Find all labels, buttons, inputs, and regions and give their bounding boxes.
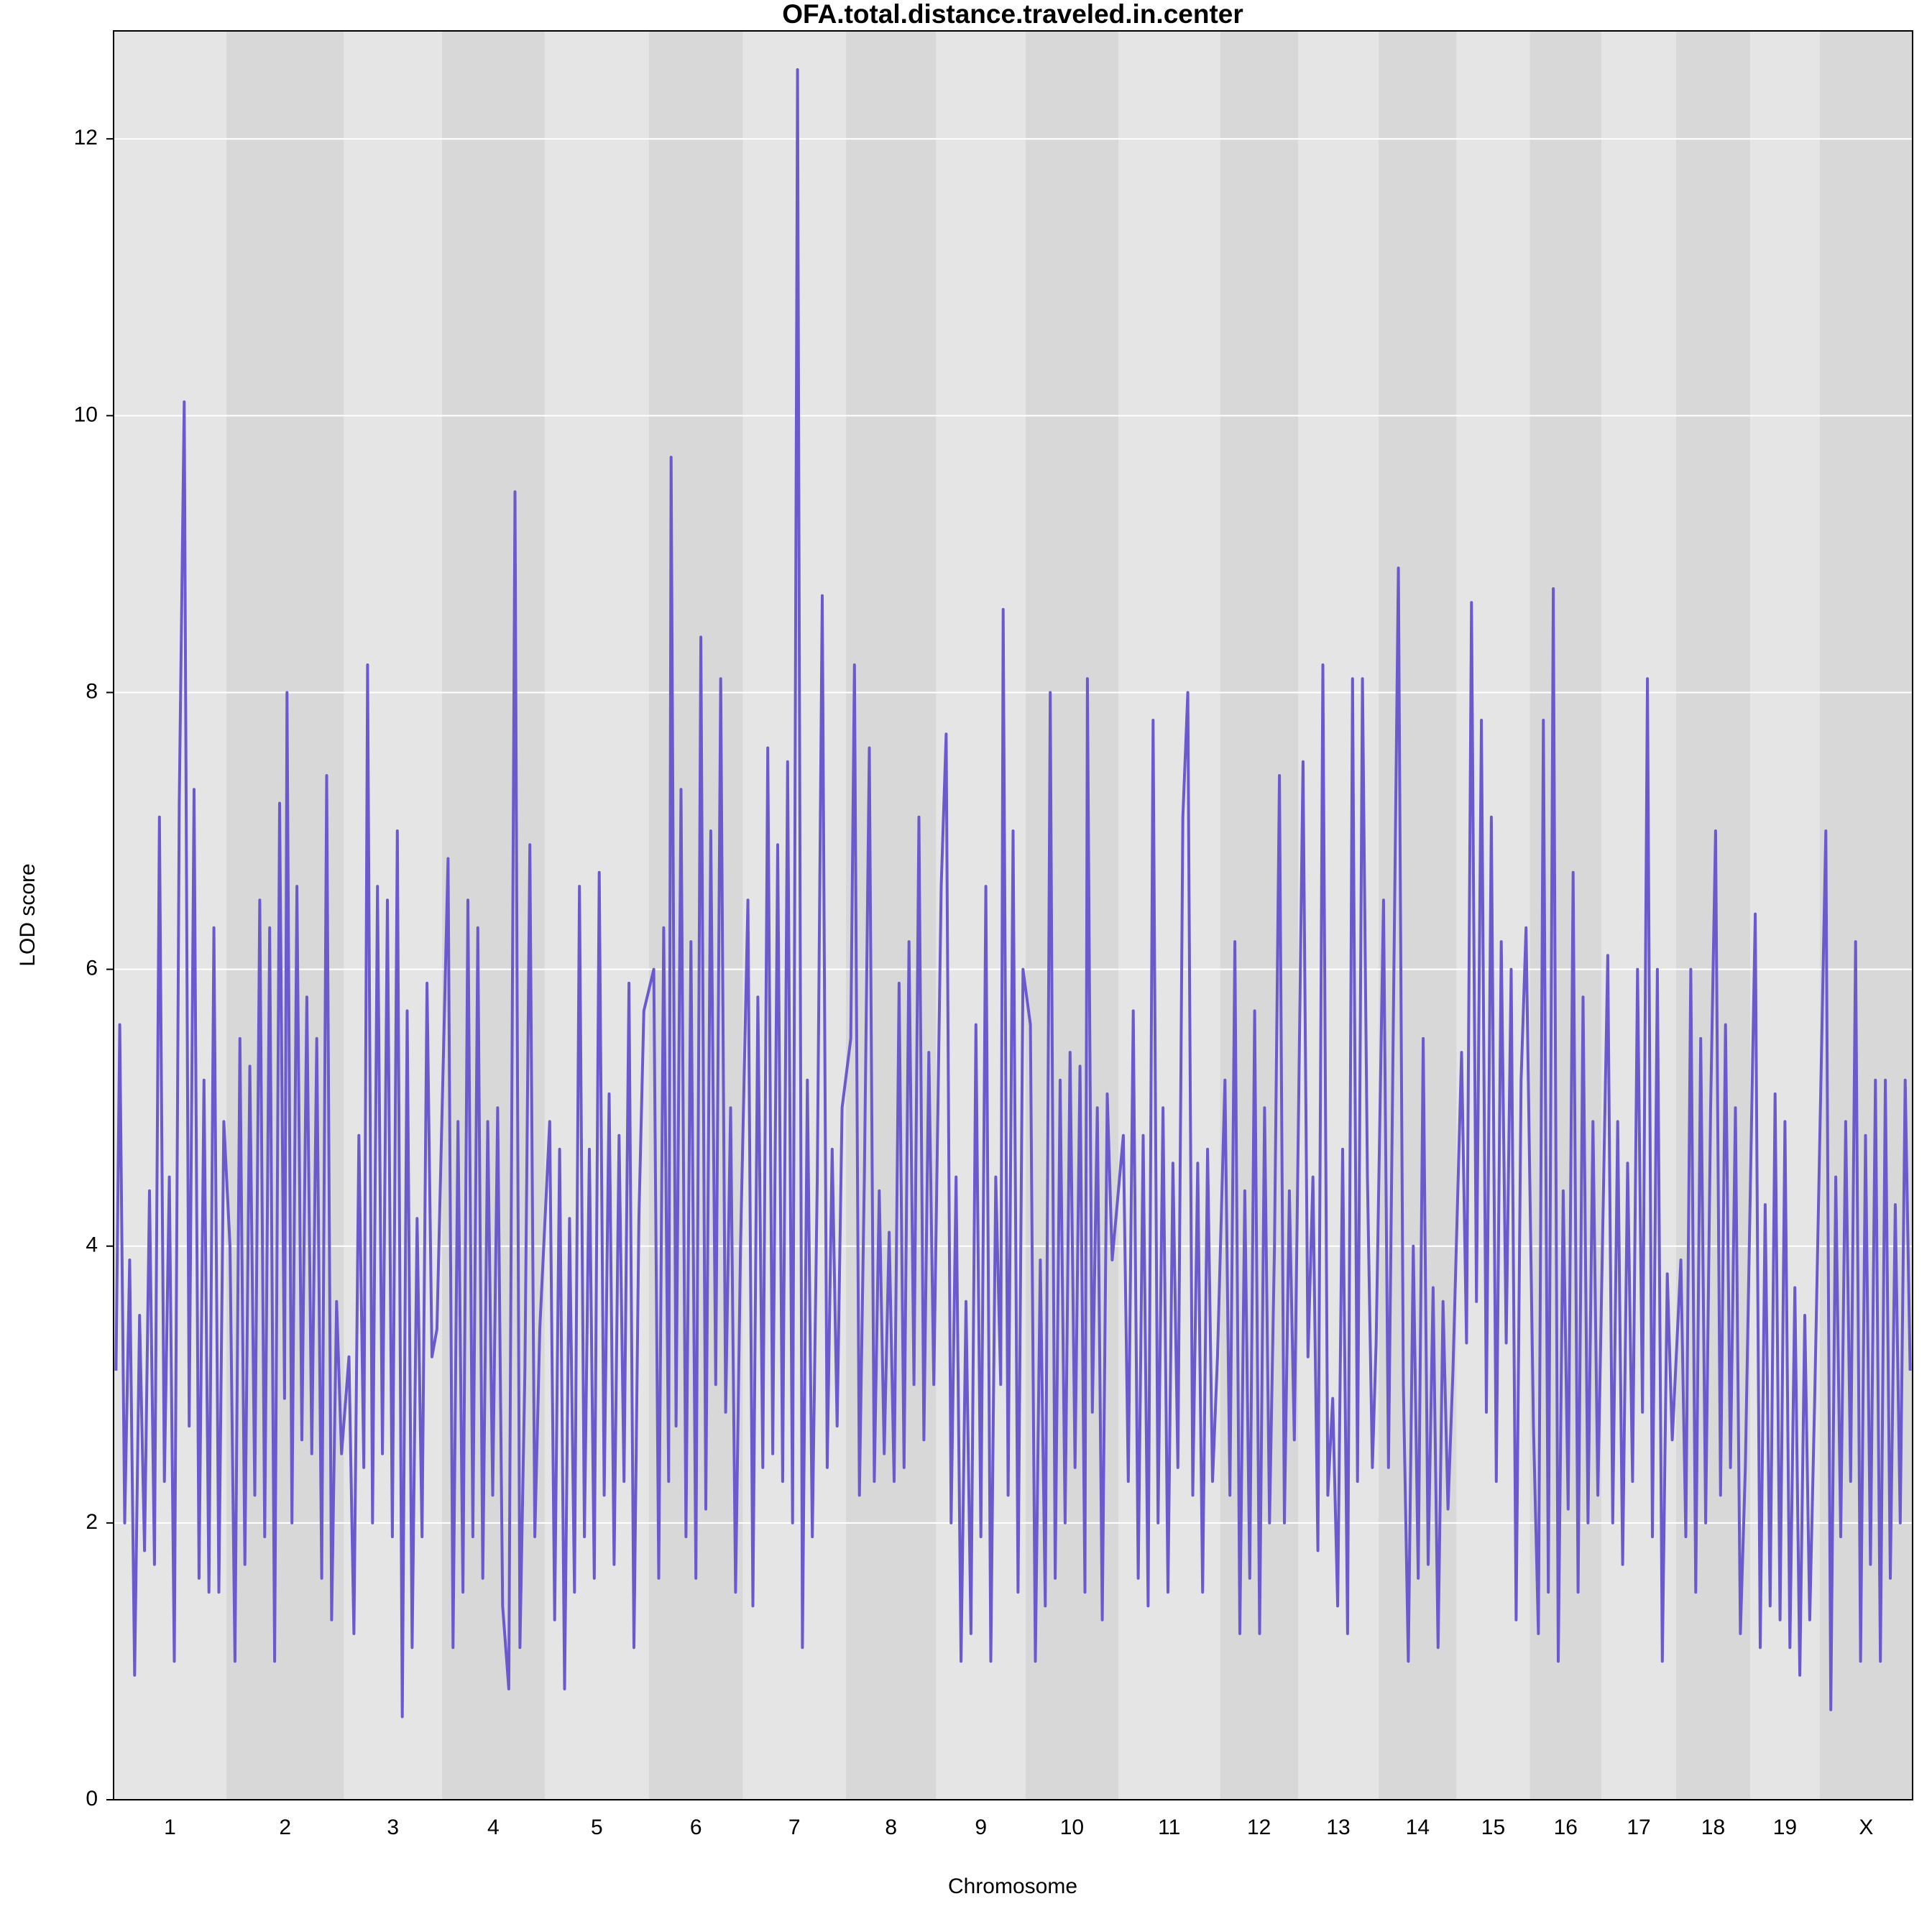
x-tick-label: X xyxy=(1859,1816,1873,1839)
x-tick-label: 4 xyxy=(487,1816,500,1839)
x-tick-label: 8 xyxy=(885,1816,897,1839)
x-tick-label: 16 xyxy=(1554,1816,1578,1839)
x-tick-label: 9 xyxy=(975,1816,987,1839)
y-tick-label: 6 xyxy=(86,957,98,980)
plot-frame xyxy=(113,30,1913,1800)
x-tick-label: 17 xyxy=(1627,1816,1650,1839)
x-axis-label: Chromosome xyxy=(948,1874,1077,1898)
x-tick-label: 7 xyxy=(788,1816,801,1839)
x-tick-label: 2 xyxy=(279,1816,291,1839)
x-tick-label: 10 xyxy=(1060,1816,1084,1839)
chart-title: OFA.total.distance.traveled.in.center xyxy=(782,0,1243,29)
chromosome-band xyxy=(441,31,545,1800)
y-tick-label: 8 xyxy=(86,679,98,703)
x-tick-label: 13 xyxy=(1326,1816,1350,1839)
lod-line xyxy=(114,68,1912,1719)
x-tick-label: 11 xyxy=(1158,1816,1180,1839)
x-tick-label: 19 xyxy=(1773,1816,1797,1839)
x-tick-label: 14 xyxy=(1406,1816,1430,1839)
y-tick-label: 10 xyxy=(74,402,98,426)
x-tick-label: 18 xyxy=(1701,1816,1725,1839)
x-tick-label: 12 xyxy=(1247,1816,1271,1839)
x-tick-label: 6 xyxy=(690,1816,702,1839)
chromosome-band xyxy=(1819,31,1913,1800)
chromosome-band xyxy=(1530,31,1602,1800)
y-axis-label: LOD score xyxy=(16,863,40,966)
x-tick-label: 15 xyxy=(1481,1816,1505,1839)
y-tick-label: 2 xyxy=(86,1510,98,1534)
chromosome-band xyxy=(845,31,937,1800)
x-tick-label: 5 xyxy=(591,1816,603,1839)
x-tick-label: 1 xyxy=(164,1816,176,1839)
y-tick-label: 4 xyxy=(86,1233,98,1257)
y-tick-label: 12 xyxy=(74,126,98,150)
y-tick-label: 0 xyxy=(86,1787,98,1811)
x-tick-label: 3 xyxy=(387,1816,399,1839)
